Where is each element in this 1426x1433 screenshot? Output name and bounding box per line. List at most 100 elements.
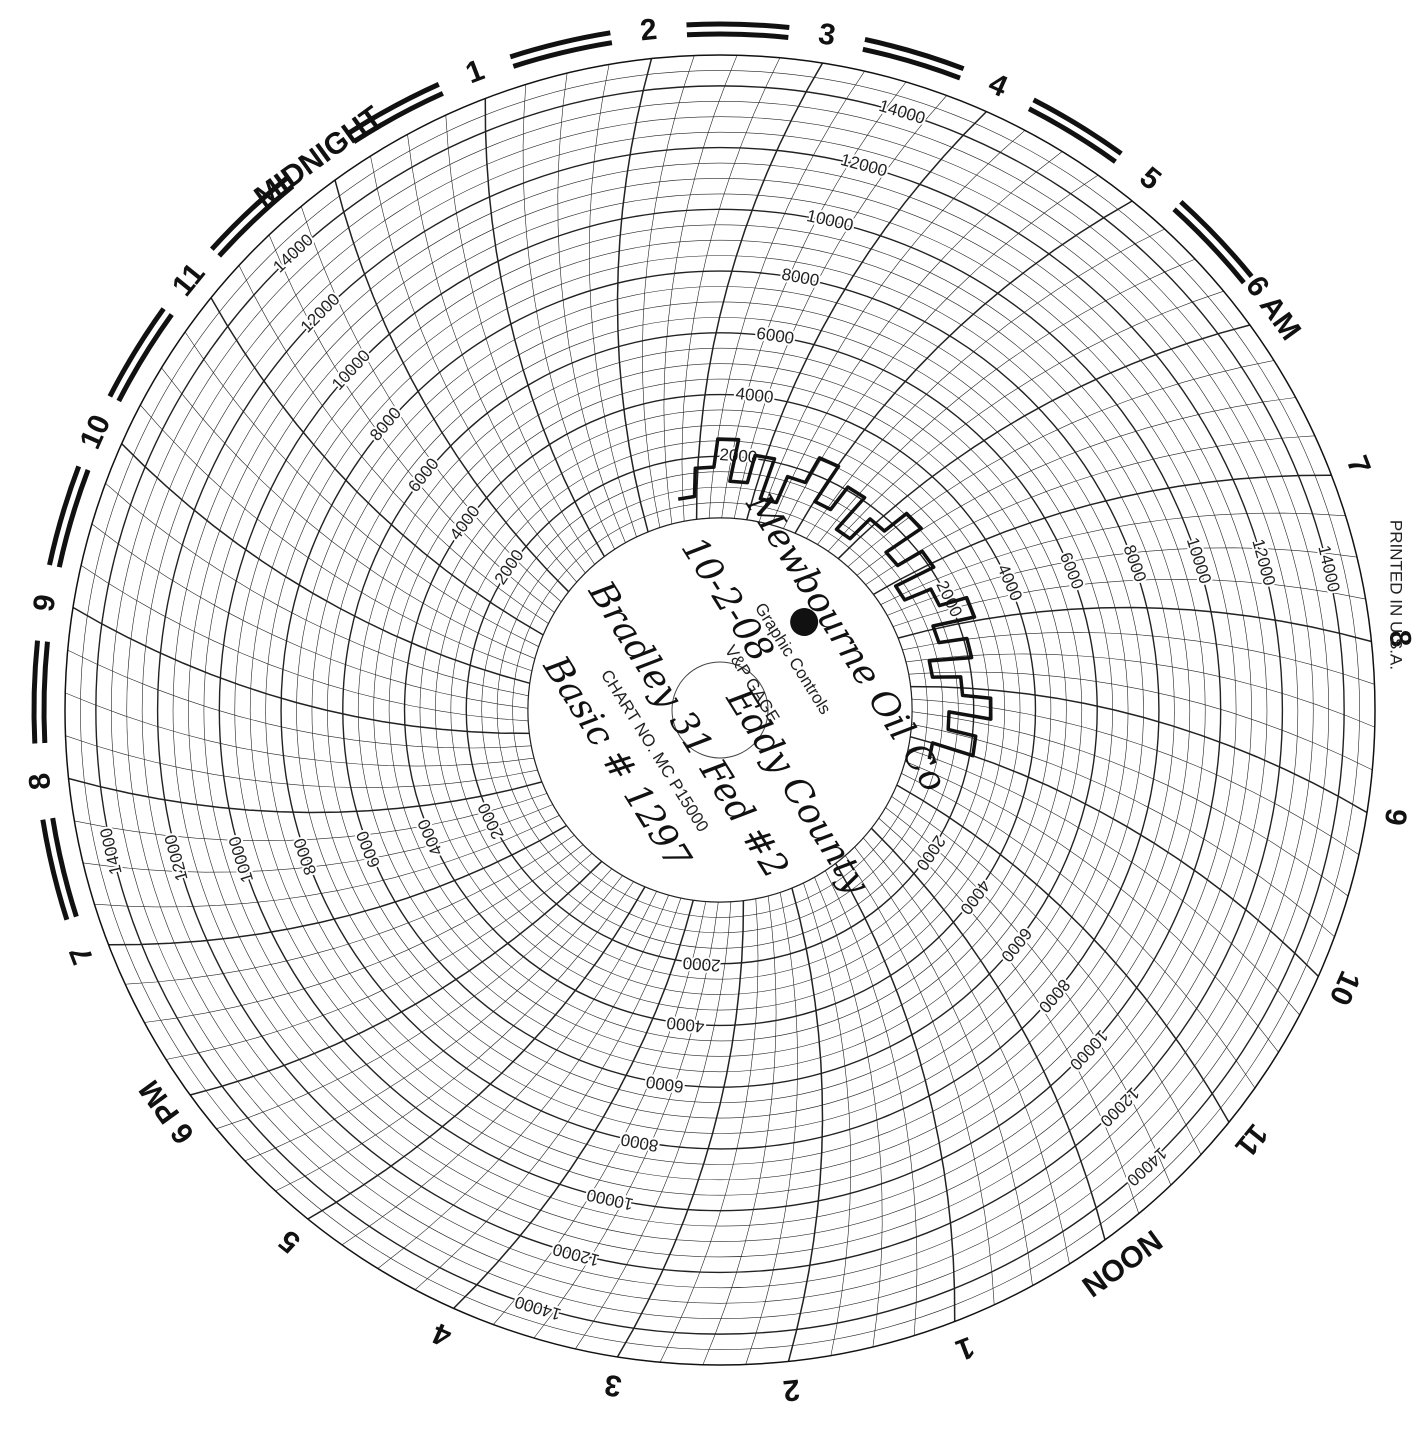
time-line-major xyxy=(837,324,1251,560)
hour-label: 2 xyxy=(639,13,659,48)
pressure-circle-major xyxy=(156,146,1284,1274)
pressure-circle xyxy=(110,100,1330,1320)
night-band xyxy=(31,640,40,744)
pressure-circle-major xyxy=(403,393,1037,1027)
hour-label: 3 xyxy=(816,17,838,52)
pressure-circle xyxy=(296,286,1144,1134)
pressure-circle-major xyxy=(95,85,1345,1335)
pressure-circle xyxy=(234,224,1206,1196)
night-band xyxy=(217,184,295,258)
time-line xyxy=(244,875,623,1162)
time-line xyxy=(161,367,536,659)
time-line xyxy=(907,748,1300,1016)
pressure-circle xyxy=(265,255,1175,1165)
time-line xyxy=(165,852,593,1060)
time-line xyxy=(83,804,554,873)
time-line xyxy=(65,735,538,788)
outer-ring xyxy=(64,54,1376,1366)
time-line xyxy=(407,134,586,574)
hour-label: 2 xyxy=(781,1373,801,1408)
night-band xyxy=(209,176,289,251)
time-line-major xyxy=(787,887,824,1362)
time-line xyxy=(886,547,1357,616)
time-line-major xyxy=(334,179,570,593)
time-line-major xyxy=(872,474,1332,596)
time-line-major xyxy=(909,735,1319,977)
pressure-circle xyxy=(188,178,1252,1242)
time-line xyxy=(878,817,1140,1214)
time-line xyxy=(733,95,947,519)
time-line xyxy=(445,115,595,565)
time-line xyxy=(238,265,549,624)
time-line xyxy=(533,901,719,1339)
time-line-major xyxy=(210,297,544,636)
time-line xyxy=(758,130,1026,523)
hour-label: 9 xyxy=(1378,806,1413,828)
time-line xyxy=(557,73,626,544)
pressure-circle xyxy=(203,193,1237,1227)
time-line-major xyxy=(484,98,606,558)
time-line-major xyxy=(870,827,1106,1241)
time-line xyxy=(65,692,535,767)
pressure-circle-major xyxy=(280,270,1160,1150)
hour-label: 9 xyxy=(27,592,62,614)
pressure-circle xyxy=(172,162,1268,1258)
time-line xyxy=(275,881,634,1192)
pressure-circle xyxy=(126,116,1314,1304)
time-line-major xyxy=(897,606,1372,643)
time-line xyxy=(771,151,1063,526)
time-line xyxy=(721,81,907,519)
pressure-circle xyxy=(311,301,1129,1119)
time-line-major xyxy=(834,862,956,1322)
time-line xyxy=(370,155,578,583)
pressure-circle-major xyxy=(465,455,975,965)
center-disc xyxy=(527,517,913,903)
time-line xyxy=(817,258,1196,545)
scale-label: 4000 xyxy=(735,384,775,407)
night-band xyxy=(107,307,166,398)
time-line xyxy=(862,837,1070,1265)
time-line xyxy=(588,64,637,538)
time-line xyxy=(94,815,560,908)
time-line xyxy=(911,711,1349,897)
time-line xyxy=(522,84,615,550)
time-line xyxy=(300,206,562,603)
scale-label: 2000 xyxy=(682,953,721,975)
time-line xyxy=(105,483,529,697)
time-line xyxy=(911,723,1335,937)
pressure-circle xyxy=(141,131,1299,1289)
night-band xyxy=(56,469,91,568)
time-line xyxy=(865,435,1315,585)
time-line xyxy=(493,901,707,1325)
time-line xyxy=(825,870,918,1336)
time-line xyxy=(783,174,1099,529)
night-band xyxy=(347,82,440,136)
time-line xyxy=(827,290,1224,552)
time-line xyxy=(642,55,695,528)
printed-in: PRINTED IN U.S.A. xyxy=(1387,520,1406,670)
time-line xyxy=(67,649,532,749)
pressure-circle-major xyxy=(342,332,1098,1088)
time-line xyxy=(901,773,1256,1089)
night-band xyxy=(41,641,50,744)
night-band xyxy=(509,30,611,60)
pressure-circle xyxy=(481,471,959,949)
time-line xyxy=(268,234,555,613)
time-line xyxy=(814,876,883,1347)
hub xyxy=(671,661,769,759)
grid xyxy=(31,21,1376,1366)
night-band xyxy=(47,465,82,566)
hour-label: 8 xyxy=(23,771,58,791)
time-line xyxy=(184,331,539,647)
time-line xyxy=(663,55,738,525)
time-line-major xyxy=(910,685,1368,814)
pressure-circle xyxy=(373,363,1067,1057)
time-line-major xyxy=(108,824,568,946)
time-line xyxy=(880,512,1346,605)
hour-label: 8 xyxy=(1383,629,1418,649)
night-band xyxy=(116,313,174,403)
time-line xyxy=(125,835,575,985)
time-line xyxy=(885,807,1172,1186)
